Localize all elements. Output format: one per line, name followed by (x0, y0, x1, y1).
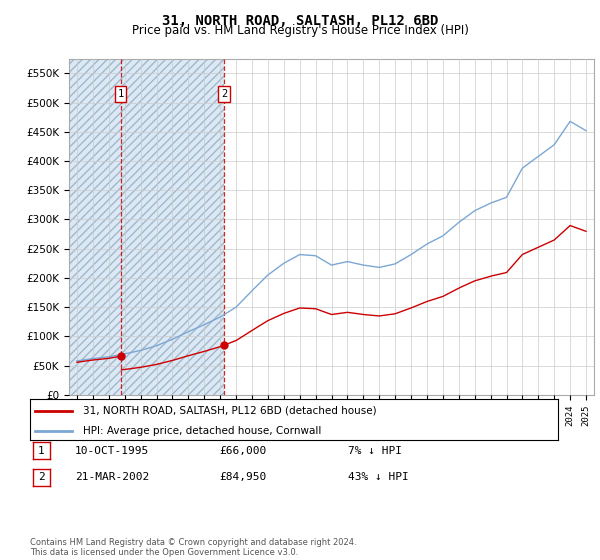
Text: 7% ↓ HPI: 7% ↓ HPI (348, 446, 402, 456)
Text: 43% ↓ HPI: 43% ↓ HPI (348, 472, 409, 482)
Text: 1: 1 (118, 89, 124, 99)
Bar (69, 59, 121, 395)
Text: Contains HM Land Registry data © Crown copyright and database right 2024.
This d: Contains HM Land Registry data © Crown c… (30, 538, 356, 557)
Text: 21-MAR-2002: 21-MAR-2002 (75, 472, 149, 482)
Text: 31, NORTH ROAD, SALTASH, PL12 6BD: 31, NORTH ROAD, SALTASH, PL12 6BD (162, 14, 438, 28)
Text: HPI: Average price, detached house, Cornwall: HPI: Average price, detached house, Corn… (83, 426, 321, 436)
Text: 1: 1 (38, 446, 45, 456)
Text: 2: 2 (38, 472, 45, 482)
Bar (121, 59, 224, 395)
Text: £66,000: £66,000 (219, 446, 266, 456)
Text: 2: 2 (221, 89, 227, 99)
Text: 31, NORTH ROAD, SALTASH, PL12 6BD (detached house): 31, NORTH ROAD, SALTASH, PL12 6BD (detac… (83, 405, 376, 416)
Text: Price paid vs. HM Land Registry's House Price Index (HPI): Price paid vs. HM Land Registry's House … (131, 24, 469, 37)
Text: £84,950: £84,950 (219, 472, 266, 482)
Bar (121, 59, 224, 395)
Bar (69, 59, 121, 395)
Text: 10-OCT-1995: 10-OCT-1995 (75, 446, 149, 456)
